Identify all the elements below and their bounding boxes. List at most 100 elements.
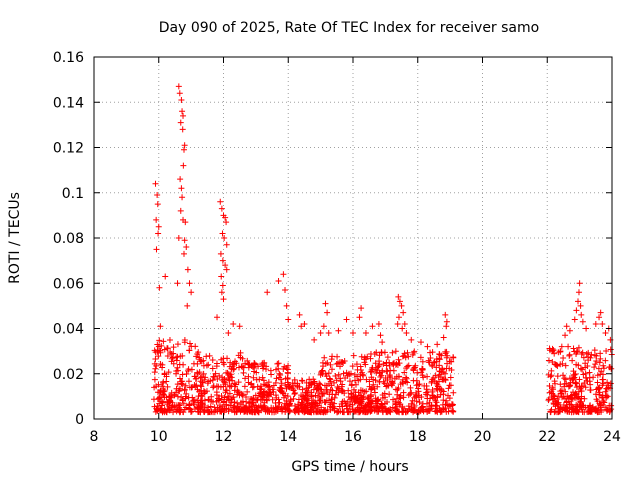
data-point bbox=[226, 390, 233, 397]
data-point bbox=[239, 355, 246, 362]
y-tick-label: 0.08 bbox=[53, 231, 84, 247]
data-point bbox=[443, 397, 450, 404]
data-point bbox=[177, 176, 184, 183]
data-point bbox=[265, 383, 272, 390]
data-point bbox=[358, 305, 365, 312]
data-point bbox=[387, 409, 394, 416]
data-point bbox=[269, 396, 276, 403]
data-point bbox=[156, 284, 163, 291]
data-point bbox=[596, 314, 603, 321]
data-point bbox=[581, 395, 588, 402]
data-point bbox=[429, 363, 436, 370]
data-point bbox=[408, 407, 415, 414]
data-point bbox=[349, 363, 356, 370]
data-point bbox=[593, 352, 600, 359]
data-point bbox=[198, 383, 205, 390]
data-point bbox=[175, 235, 182, 241]
data-point bbox=[380, 361, 387, 368]
data-point bbox=[186, 405, 193, 412]
data-point bbox=[383, 383, 390, 390]
data-point bbox=[575, 344, 582, 351]
data-point bbox=[579, 402, 586, 409]
data-point bbox=[554, 401, 561, 408]
data-point bbox=[433, 380, 440, 387]
data-point bbox=[256, 386, 263, 393]
data-point bbox=[259, 397, 266, 404]
data-point bbox=[598, 409, 605, 416]
data-point bbox=[218, 289, 225, 296]
data-point bbox=[211, 404, 218, 411]
data-point bbox=[322, 300, 329, 307]
data-point bbox=[226, 363, 233, 370]
data-point bbox=[199, 400, 206, 407]
data-point bbox=[307, 379, 314, 386]
data-point bbox=[371, 389, 378, 396]
data-point bbox=[195, 401, 202, 408]
data-point bbox=[558, 390, 565, 397]
data-point bbox=[201, 376, 208, 383]
data-point bbox=[183, 370, 190, 377]
data-point bbox=[228, 374, 235, 381]
data-point bbox=[159, 361, 166, 368]
data-point bbox=[592, 406, 599, 413]
data-point bbox=[549, 345, 556, 352]
data-point bbox=[554, 395, 561, 402]
data-point bbox=[207, 403, 214, 410]
data-point bbox=[583, 350, 590, 357]
data-point bbox=[180, 112, 187, 119]
data-point bbox=[326, 375, 333, 382]
data-point bbox=[182, 382, 189, 389]
data-point bbox=[182, 395, 189, 402]
data-point bbox=[155, 353, 162, 360]
data-point bbox=[351, 371, 358, 378]
data-point bbox=[579, 366, 586, 373]
data-point bbox=[334, 409, 341, 416]
data-point bbox=[186, 384, 193, 391]
x-tick-label: 18 bbox=[409, 429, 427, 445]
y-tick-label: 0.14 bbox=[53, 95, 84, 111]
data-point bbox=[220, 383, 227, 390]
data-point bbox=[368, 386, 375, 393]
data-point bbox=[236, 392, 243, 399]
data-point bbox=[294, 383, 301, 390]
data-point bbox=[411, 364, 418, 371]
data-point bbox=[424, 343, 431, 350]
data-point bbox=[575, 298, 582, 305]
data-point bbox=[425, 359, 432, 366]
data-point bbox=[429, 392, 436, 399]
data-point bbox=[446, 382, 453, 389]
data-point bbox=[369, 364, 376, 371]
data-point bbox=[181, 237, 188, 244]
data-point bbox=[575, 393, 582, 400]
data-point bbox=[234, 388, 241, 395]
data-point bbox=[350, 386, 357, 393]
data-point bbox=[218, 273, 225, 280]
data-point bbox=[217, 198, 224, 205]
data-point bbox=[204, 380, 211, 387]
data-point bbox=[402, 354, 409, 361]
data-point bbox=[339, 403, 346, 410]
data-point bbox=[417, 339, 424, 346]
data-point bbox=[389, 360, 396, 367]
data-point bbox=[212, 370, 219, 377]
data-point bbox=[338, 400, 345, 407]
data-point bbox=[391, 375, 398, 382]
data-point bbox=[225, 397, 232, 404]
data-point bbox=[566, 351, 573, 358]
data-point bbox=[189, 394, 196, 401]
data-point bbox=[374, 396, 381, 403]
data-point bbox=[591, 352, 598, 359]
data-point bbox=[404, 379, 411, 386]
data-point bbox=[337, 375, 344, 382]
data-point bbox=[434, 393, 441, 400]
data-point bbox=[369, 323, 376, 330]
data-point bbox=[343, 316, 350, 323]
data-point bbox=[174, 280, 181, 287]
data-point bbox=[182, 404, 189, 411]
data-point bbox=[576, 280, 583, 287]
data-point bbox=[230, 361, 237, 368]
data-point bbox=[159, 390, 166, 397]
data-point bbox=[210, 384, 217, 391]
data-point bbox=[205, 396, 212, 403]
data-point bbox=[422, 391, 429, 398]
